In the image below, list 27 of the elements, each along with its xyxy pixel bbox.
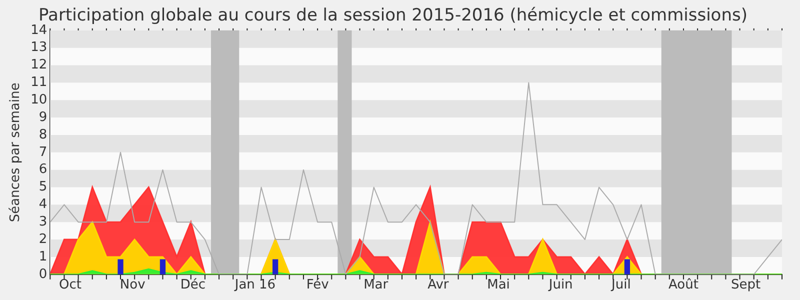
x-tick-label: Mai — [487, 278, 510, 293]
y-axis-title: Séances par semaine — [8, 82, 24, 222]
x-tick-label: Juin — [548, 278, 573, 293]
y-tick-label: 5 — [38, 180, 48, 195]
y-tick-label: 3 — [38, 214, 48, 230]
x-tick-label: Avr — [428, 278, 450, 293]
x-tick-label: Août — [668, 278, 698, 293]
x-tick-label: Juil — [610, 278, 631, 293]
x-tick-label: Mar — [364, 278, 389, 293]
y-tick-label: 0 — [38, 266, 48, 282]
y-tick-label: 8 — [38, 127, 48, 142]
x-tick-label: Déc — [180, 278, 206, 293]
x-tick-label: Fév — [306, 278, 330, 293]
y-tick-label: 12 — [30, 58, 48, 73]
y-tick-label: 13 — [30, 40, 48, 56]
y-tick-label: 1 — [38, 249, 48, 264]
x-tick-label: Jan 16 — [234, 278, 276, 293]
y-tick-label: 11 — [30, 75, 48, 90]
y-tick-label: 7 — [38, 144, 48, 160]
x-tick-label: Oct — [59, 278, 82, 293]
y-tick-label: 6 — [38, 162, 48, 178]
y-tick-label: 2 — [38, 232, 48, 247]
y-tick-label: 9 — [38, 110, 48, 125]
y-tick-label: 10 — [30, 92, 48, 108]
y-tick-label: 4 — [38, 197, 48, 212]
x-tick-label: Sept — [731, 278, 761, 293]
x-tick-label: Nov — [120, 278, 146, 293]
